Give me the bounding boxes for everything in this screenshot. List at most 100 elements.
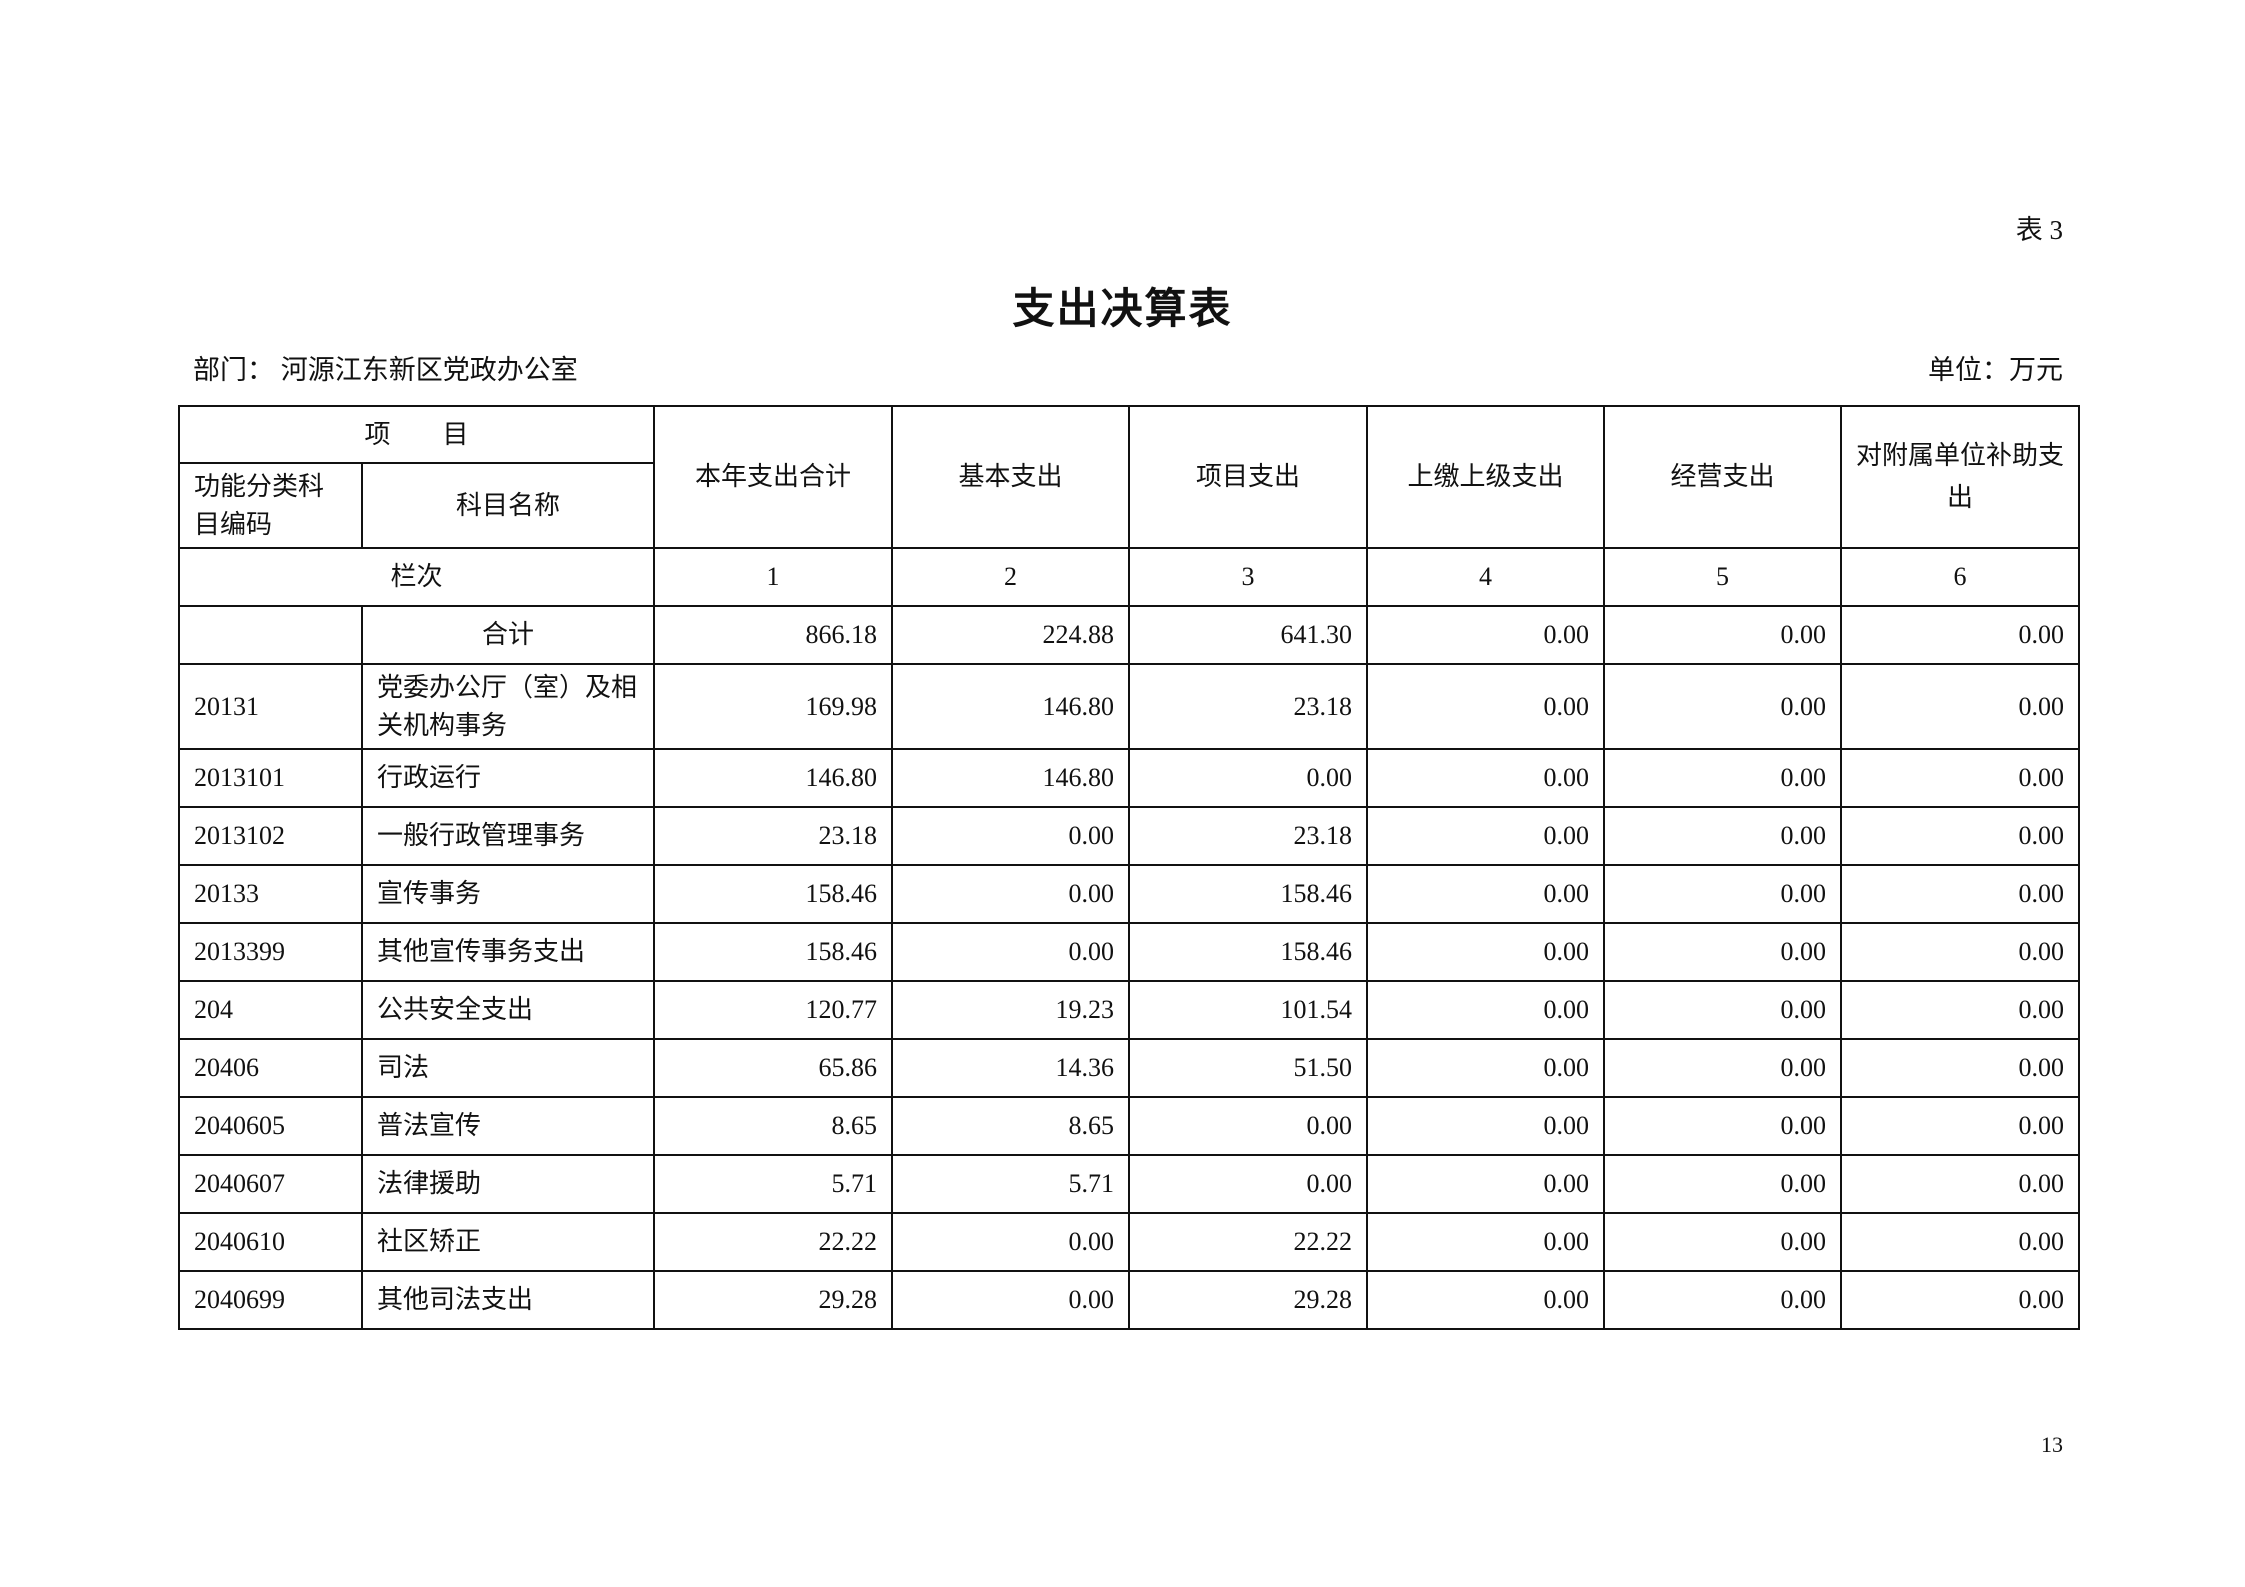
row-value: 0.00 <box>1366 922 1605 982</box>
row-code: 20131 <box>178 663 363 750</box>
table-row: 204 公共安全支出 120.77 19.23 101.54 0.00 0.00 0.00 <box>178 980 2080 1040</box>
page-number: 13 <box>2041 1432 2063 1457</box>
row-value: 0.00 <box>1128 1154 1368 1214</box>
row-name: 党委办公厅（室）及相关机构事务 <box>361 663 655 750</box>
row-value: 0.00 <box>1366 1212 1605 1272</box>
row-value: 0.00 <box>1603 980 1842 1040</box>
row-code: 2040610 <box>178 1212 363 1272</box>
row-value: 0.00 <box>1840 1096 2080 1156</box>
row-value: 5.71 <box>653 1154 893 1214</box>
code-header: 功能分类科目编码 <box>178 462 363 549</box>
row-code: 2013101 <box>178 748 363 808</box>
row-value: 51.50 <box>1128 1038 1368 1098</box>
column-index: 1 <box>653 547 893 607</box>
row-code: 2040699 <box>178 1270 363 1330</box>
table-row: 20133 宣传事务 158.46 0.00 158.46 0.00 0.00 0.00 <box>178 864 2080 924</box>
name-header: 科目名称 <box>361 462 655 549</box>
total-value: 0.00 <box>1366 605 1605 665</box>
row-name: 法律援助 <box>361 1154 655 1214</box>
table-row: 2040607 法律援助 5.71 5.71 0.00 0.00 0.00 0.00 <box>178 1154 2080 1214</box>
total-value: 224.88 <box>891 605 1130 665</box>
row-value: 22.22 <box>653 1212 893 1272</box>
row-value: 0.00 <box>1840 922 2080 982</box>
table-row: 20131 党委办公厅（室）及相关机构事务 169.98 146.80 23.18 0.0… <box>178 663 2080 750</box>
row-code: 20406 <box>178 1038 363 1098</box>
row-value: 0.00 <box>1603 1096 1842 1156</box>
row-code: 2013102 <box>178 806 363 866</box>
row-value: 158.46 <box>653 864 893 924</box>
row-code: 2013399 <box>178 922 363 982</box>
row-value: 0.00 <box>1603 864 1842 924</box>
row-value: 146.80 <box>891 748 1130 808</box>
row-value: 0.00 <box>891 864 1130 924</box>
row-value: 0.00 <box>1366 1154 1605 1214</box>
row-value: 0.00 <box>891 806 1130 866</box>
row-value: 0.00 <box>1128 748 1368 808</box>
row-name: 其他司法支出 <box>361 1270 655 1330</box>
row-value: 0.00 <box>1840 806 2080 866</box>
row-value: 5.71 <box>891 1154 1130 1214</box>
row-value: 0.00 <box>1603 1154 1842 1214</box>
total-value: 866.18 <box>653 605 893 665</box>
row-value: 65.86 <box>653 1038 893 1098</box>
row-value: 0.00 <box>1366 864 1605 924</box>
column-header: 经营支出 <box>1603 405 1842 549</box>
row-value: 22.22 <box>1128 1212 1368 1272</box>
column-index: 6 <box>1840 547 2080 607</box>
row-value: 0.00 <box>1840 864 2080 924</box>
page-title: 支出决算表 <box>1012 287 1233 333</box>
row-value: 19.23 <box>891 980 1130 1040</box>
row-value: 0.00 <box>1840 1270 2080 1330</box>
row-value: 0.00 <box>1603 748 1842 808</box>
row-name: 公共安全支出 <box>361 980 655 1040</box>
row-value: 0.00 <box>891 1212 1130 1272</box>
row-value: 0.00 <box>1366 806 1605 866</box>
row-value: 0.00 <box>1840 980 2080 1040</box>
table-row: 2013399 其他宣传事务支出 158.46 0.00 158.46 0.00 0.00 0… <box>178 922 2080 982</box>
column-header: 上缴上级支出 <box>1366 405 1605 549</box>
row-value: 0.00 <box>1840 1038 2080 1098</box>
column-index: 5 <box>1603 547 1842 607</box>
row-name: 司法 <box>361 1038 655 1098</box>
row-value: 0.00 <box>1603 1270 1842 1330</box>
row-value: 0.00 <box>1128 1096 1368 1156</box>
row-value: 158.46 <box>1128 922 1368 982</box>
row-value: 158.46 <box>1128 864 1368 924</box>
row-value: 0.00 <box>1366 1038 1605 1098</box>
row-value: 0.00 <box>1366 748 1605 808</box>
column-header: 项目支出 <box>1128 405 1368 549</box>
column-header: 基本支出 <box>891 405 1130 549</box>
row-value: 146.80 <box>891 663 1130 750</box>
expenditure-table: 项 目 本年支出合计 基本支出 项目支出 上缴上级支出 经营支出 对附属单位补助… <box>178 405 2080 1330</box>
table-row: 2040610 社区矫正 22.22 0.00 22.22 0.00 0.00 0.00 <box>178 1212 2080 1272</box>
row-value: 8.65 <box>891 1096 1130 1156</box>
row-value: 0.00 <box>1366 1096 1605 1156</box>
table-row: 2013101 行政运行 146.80 146.80 0.00 0.00 0.00 0.00 <box>178 748 2080 808</box>
column-index: 2 <box>891 547 1130 607</box>
table-row: 2040699 其他司法支出 29.28 0.00 29.28 0.00 0.00 0.00 <box>178 1270 2080 1330</box>
department-label: 部门： 河源江东新区党政办公室 <box>193 355 578 385</box>
row-value: 0.00 <box>1603 922 1842 982</box>
row-name: 宣传事务 <box>361 864 655 924</box>
column-index: 4 <box>1366 547 1605 607</box>
row-value: 0.00 <box>1366 1270 1605 1330</box>
row-value: 0.00 <box>1840 663 2080 750</box>
total-value: 0.00 <box>1603 605 1842 665</box>
total-row: 合计 866.18 224.88 641.30 0.00 0.00 0.00 <box>178 605 2080 665</box>
total-value: 641.30 <box>1128 605 1368 665</box>
total-code <box>178 605 363 665</box>
row-value: 0.00 <box>891 922 1130 982</box>
row-value: 0.00 <box>1840 1212 2080 1272</box>
row-value: 14.36 <box>891 1038 1130 1098</box>
row-value: 0.00 <box>1603 806 1842 866</box>
row-value: 8.65 <box>653 1096 893 1156</box>
row-value: 0.00 <box>1366 663 1605 750</box>
table-number: 表 3 <box>2015 215 2063 245</box>
table-row: 20406 司法 65.86 14.36 51.50 0.00 0.00 0.00 <box>178 1038 2080 1098</box>
row-value: 101.54 <box>1128 980 1368 1040</box>
column-header: 本年支出合计 <box>653 405 893 549</box>
row-value: 0.00 <box>891 1270 1130 1330</box>
total-name: 合计 <box>361 605 655 665</box>
row-value: 120.77 <box>653 980 893 1040</box>
row-value: 0.00 <box>1840 1154 2080 1214</box>
